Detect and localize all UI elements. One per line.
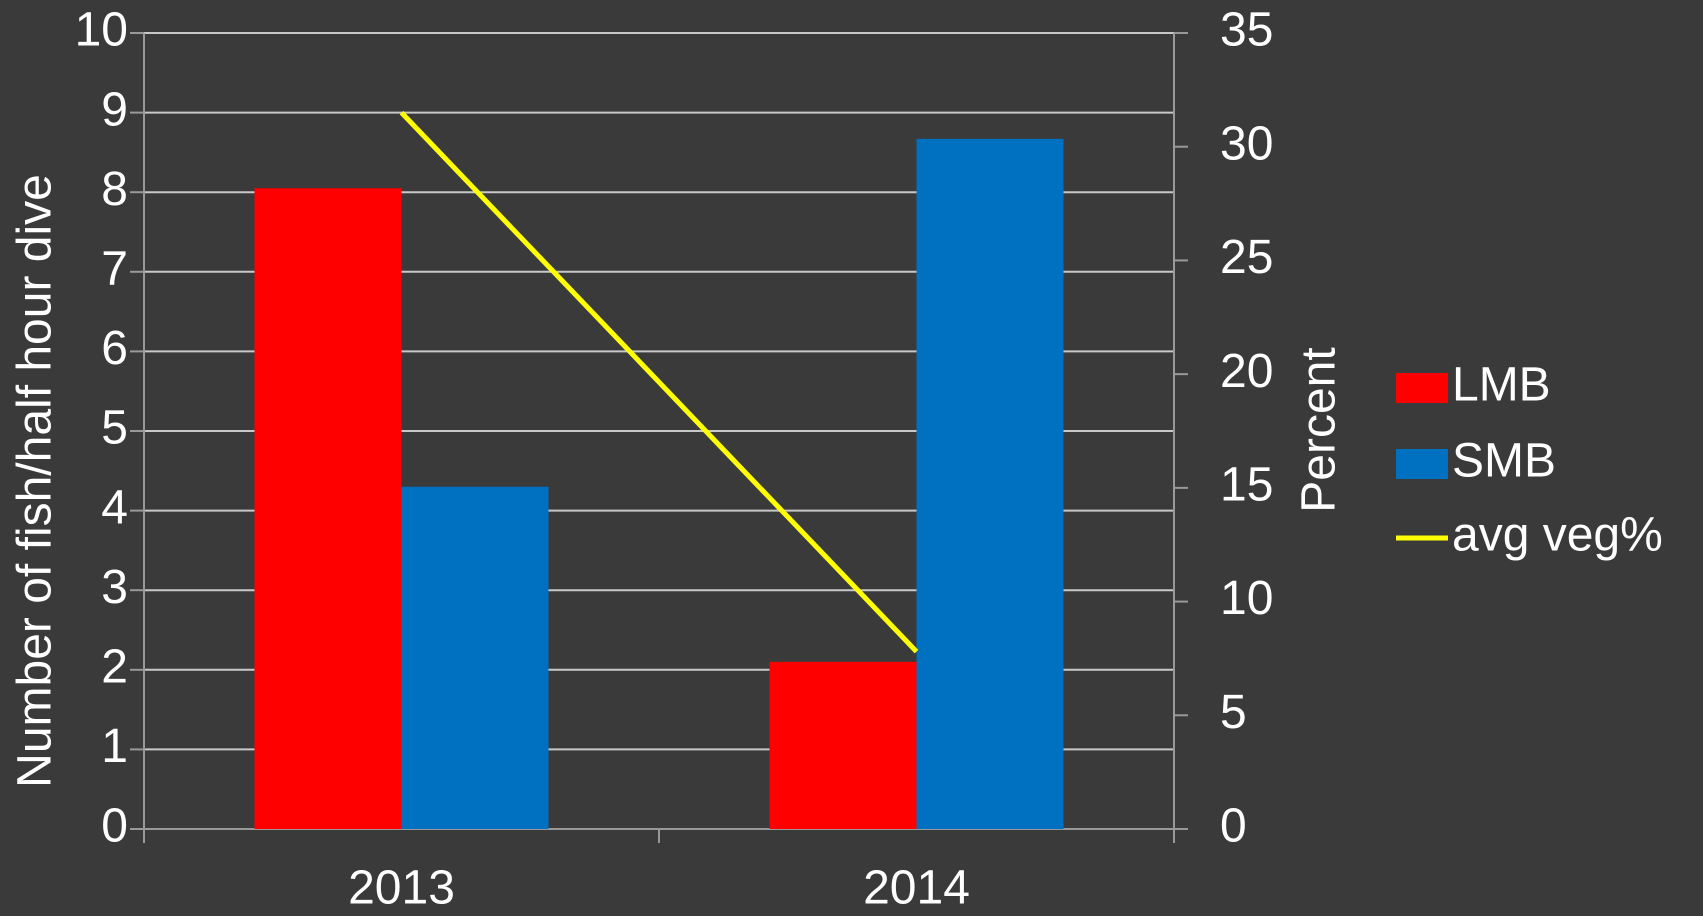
legend-swatch — [1396, 449, 1448, 479]
line — [399, 110, 919, 654]
y-tick-label: 8 — [101, 163, 128, 216]
bar — [401, 486, 549, 829]
legend-label: LMB — [1452, 359, 1551, 412]
bar — [916, 138, 1064, 830]
y-tick-label: 0 — [101, 800, 128, 853]
y-tick-label: 3 — [101, 561, 128, 614]
x-tick-label: 2013 — [348, 862, 455, 915]
y2-tick-label: 35 — [1220, 4, 1273, 57]
y-tick-label: 9 — [101, 83, 128, 136]
y-tick-label: 4 — [101, 481, 128, 534]
y-tick-label: 7 — [101, 242, 128, 295]
y2-axis-label: Percent — [1293, 347, 1346, 512]
y-tick-label: 6 — [101, 322, 128, 375]
y2-tick-label: 25 — [1220, 231, 1273, 284]
y-tick-label: 1 — [101, 720, 128, 773]
y-tick-label: 5 — [101, 402, 128, 455]
y-axis-label: Number of fish/half hour dive — [9, 174, 62, 788]
legend-label: avg veg% — [1452, 509, 1663, 562]
y2-tick-label: 10 — [1220, 572, 1273, 625]
y2-tick-label: 15 — [1220, 459, 1273, 512]
legend-swatch — [1396, 373, 1448, 403]
legend-label: SMB — [1452, 435, 1556, 488]
bar — [769, 661, 917, 829]
y2-tick-label: 5 — [1220, 686, 1247, 739]
bar — [254, 188, 402, 830]
y2-tick-label: 0 — [1220, 800, 1247, 853]
y-tick-label: 10 — [75, 4, 128, 57]
y-tick-label: 2 — [101, 640, 128, 693]
x-tick-label: 2014 — [863, 862, 970, 915]
y2-tick-label: 20 — [1220, 345, 1273, 398]
y2-tick-label: 30 — [1220, 117, 1273, 170]
